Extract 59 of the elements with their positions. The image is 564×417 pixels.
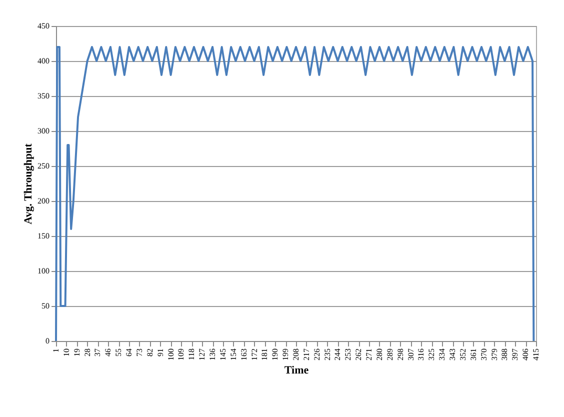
x-tick-label: 145 [218, 348, 228, 360]
x-tick-label: 154 [228, 348, 238, 360]
x-tick-label: 226 [312, 348, 322, 360]
x-tick-label: 343 [448, 348, 458, 360]
y-tick-label: 150 [38, 232, 50, 240]
y-tick-label: 450 [38, 22, 50, 30]
x-tick-label: 406 [521, 348, 530, 360]
x-tick-label: 307 [406, 348, 416, 360]
x-tick-label: 271 [364, 348, 374, 360]
x-tick-label: 379 [490, 348, 499, 360]
x-tick-label: 199 [281, 348, 290, 360]
x-tick-label: 253 [344, 348, 353, 360]
x-tick-label: 334 [438, 348, 447, 360]
x-tick-label: 64 [124, 348, 134, 356]
x-tick-label: 181 [260, 348, 270, 360]
x-tick-label: 190 [270, 348, 280, 360]
x-tick-label: 46 [104, 348, 113, 356]
y-tick-label: 0 [46, 336, 50, 346]
x-tick-label: 82 [145, 348, 154, 356]
x-tick-label: 118 [187, 348, 196, 360]
y-tick-label: 250 [38, 162, 50, 170]
y-tick-label: 50 [42, 302, 50, 310]
x-tick-label: 172 [250, 348, 259, 360]
x-tick-label: 19 [72, 348, 82, 356]
x-tick-label: 127 [198, 348, 207, 360]
x-tick-label: 37 [93, 348, 102, 356]
y-tick-label: 200 [38, 196, 50, 206]
x-tick-label: 370 [479, 348, 488, 360]
x-tick-label: 289 [385, 348, 394, 360]
y-tick-label: 400 [38, 56, 50, 66]
x-tick-label: 244 [333, 348, 342, 360]
x-tick-label: 109 [176, 348, 186, 360]
x-tick-label: 388 [500, 348, 510, 360]
x-tick-label: 298 [396, 348, 405, 360]
x-tick-label: 316 [416, 348, 426, 360]
x-tick-label: 163 [239, 348, 248, 360]
x-tick-label: 397 [510, 348, 520, 360]
x-tick-label: 100 [166, 348, 176, 360]
x-tick-label: 136 [208, 348, 218, 360]
x-tick-label: 91 [156, 348, 165, 356]
y-tick-label: 300 [38, 126, 50, 136]
x-tick-label: 325 [427, 348, 436, 360]
x-tick-label: 208 [292, 348, 300, 360]
x-tick-label: 1 [52, 348, 60, 352]
x-tick-label: 361 [468, 348, 478, 360]
y-axis-title: Avg. Throughput [22, 143, 34, 224]
x-tick-label: 10 [62, 348, 71, 356]
x-tick-label: 415 [532, 348, 540, 360]
x-tick-label: 262 [354, 348, 364, 360]
y-tick-label: 100 [38, 266, 50, 276]
y-tick-label: 350 [38, 92, 50, 100]
x-tick-label: 280 [374, 348, 384, 360]
x-tick-label: 55 [114, 348, 124, 356]
x-tick-label: 235 [322, 348, 332, 360]
x-tick-label: 28 [82, 348, 92, 356]
x-axis-title: Time [284, 364, 309, 376]
x-tick-label: 352 [458, 348, 468, 360]
x-tick-label: 217 [302, 348, 311, 360]
x-tick-label: 73 [134, 348, 144, 356]
